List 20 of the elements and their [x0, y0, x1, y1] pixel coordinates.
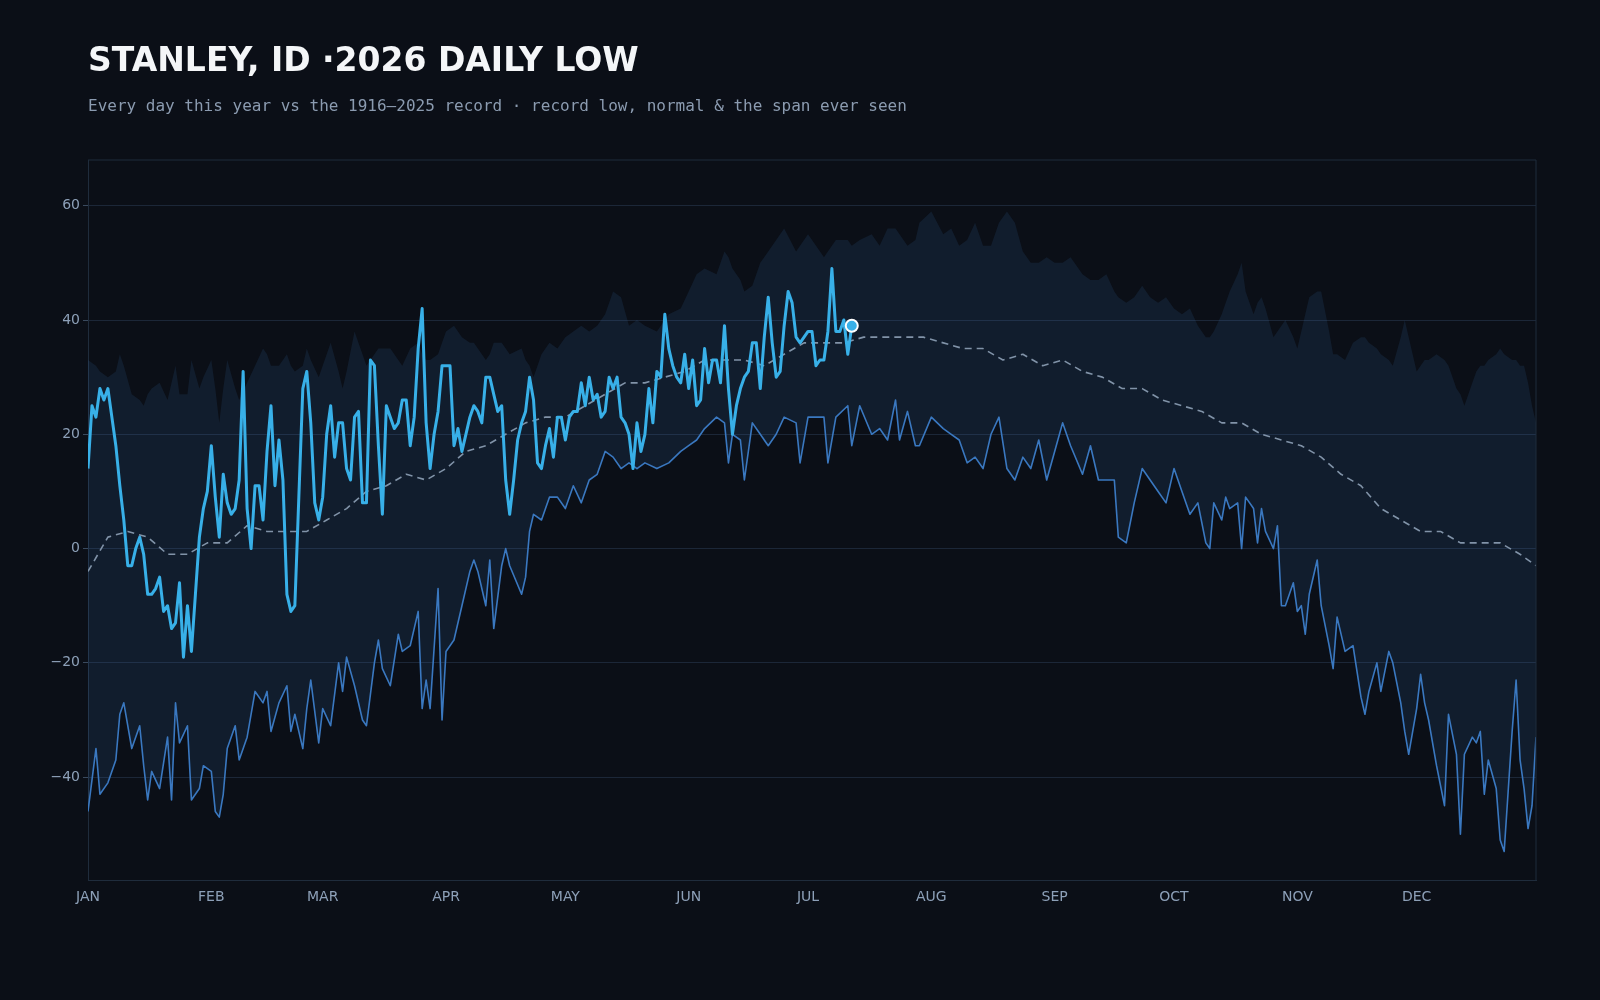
x-tick-label: JUL — [795, 888, 820, 905]
x-tick-label: JAN — [75, 888, 100, 905]
x-tick-label: AUG — [916, 888, 947, 905]
x-tick-label: FEB — [198, 888, 225, 905]
y-tick-label: 60 — [62, 196, 80, 213]
y-tick-label: −40 — [50, 767, 80, 784]
y-tick-label: 20 — [62, 424, 80, 441]
x-tick-label: MAY — [550, 888, 581, 905]
x-tick-label: DEC — [1401, 888, 1432, 905]
x-tick-label: NOV — [1281, 888, 1314, 905]
y-tick-label: 40 — [62, 310, 80, 327]
y-tick-label: −20 — [50, 653, 80, 670]
chart-subtitle: Every day this year vs the 1916–2025 record · record low, normal & the span ever seen — [88, 96, 907, 115]
x-tick-label: MAR — [307, 888, 339, 905]
x-tick-label: JUN — [675, 888, 702, 905]
y-tick-label: 0 — [71, 539, 80, 556]
x-tick-label: SEP — [1041, 888, 1068, 905]
x-tick-label: OCT — [1159, 888, 1190, 905]
x-tick-label: APR — [432, 888, 461, 905]
chart-title: STANLEY, ID ·2026 DAILY LOW — [88, 40, 639, 79]
